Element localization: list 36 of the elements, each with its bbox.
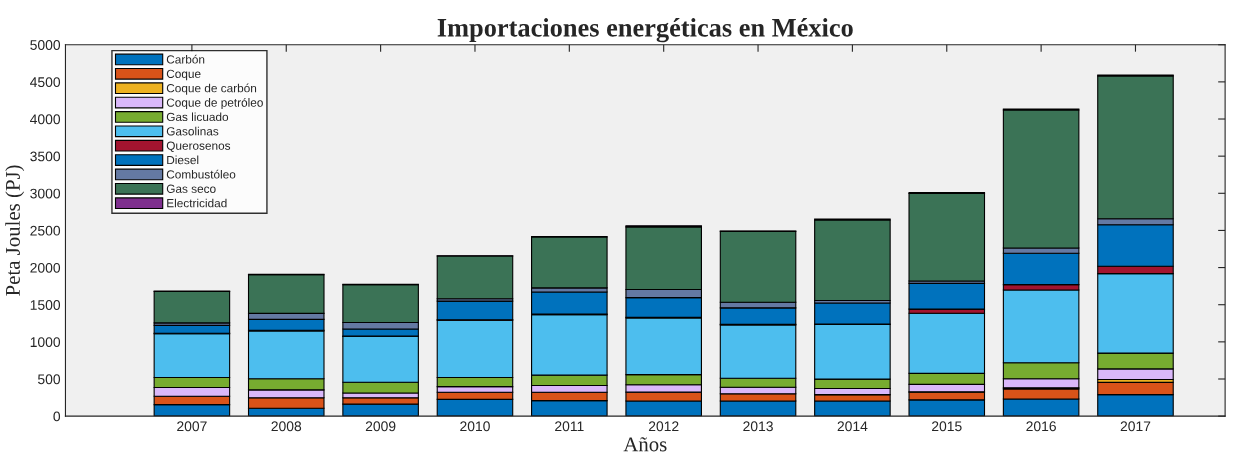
- x-tick-label: 2013: [743, 421, 773, 432]
- y-tick-label: 2500: [30, 225, 61, 236]
- y-tick-label: 5000: [30, 40, 61, 50]
- legend-label: Gas seco: [166, 184, 216, 193]
- x-tick-label: 2012: [648, 421, 679, 432]
- x-tick-label: 2011: [555, 421, 584, 432]
- x-tick-label: 2014: [837, 421, 868, 432]
- legend-label: Electricidad: [167, 198, 227, 208]
- y-tick-label: 3000: [30, 188, 61, 199]
- y-tick-label: 4000: [30, 114, 61, 125]
- x-tick-label: 2007: [177, 421, 207, 432]
- chart-title: Importaciones energéticas en México: [437, 18, 853, 43]
- y-tick-label: 2000: [30, 262, 61, 273]
- legend-label: Querosenos: [166, 141, 231, 152]
- legend-label: Combustóleo: [166, 169, 236, 179]
- x-axis-title: Años: [623, 437, 667, 452]
- y-tick-label: 0: [53, 411, 61, 422]
- y-axis-title: Peta Joules (PJ): [5, 165, 25, 296]
- legend-label: Gasolinas: [166, 126, 219, 136]
- legend-label: Carbón: [166, 54, 205, 64]
- legend-label: Coque: [166, 69, 201, 81]
- legend-label: Coque de petróleo: [166, 97, 263, 110]
- y-tick-label: 3500: [30, 151, 61, 162]
- x-tick-label: 2016: [1026, 421, 1056, 432]
- legend-label: Coque de carbón: [166, 83, 257, 95]
- x-tick-label: 2015: [932, 421, 962, 432]
- x-tick-label: 2009: [365, 421, 396, 432]
- x-tick-label: 2008: [271, 421, 302, 432]
- x-tick-label: 2010: [460, 421, 490, 432]
- legend-label: Gas licuado: [166, 112, 229, 122]
- y-tick-label: 1500: [30, 300, 61, 310]
- y-tick-label: 4500: [30, 77, 61, 88]
- y-tick-label: 1000: [30, 337, 61, 348]
- x-tick-label: 2017: [1120, 421, 1151, 432]
- legend-label: Diesel: [167, 155, 199, 165]
- y-tick-label: 500: [37, 374, 61, 385]
